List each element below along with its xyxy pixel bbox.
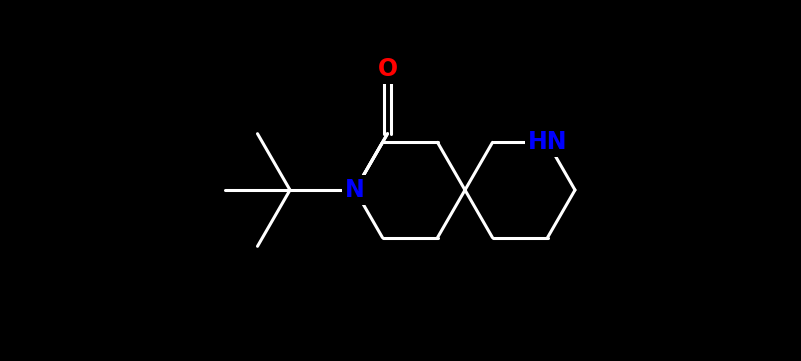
Text: O: O (377, 57, 397, 81)
Text: O: O (345, 178, 365, 202)
Text: HN: HN (528, 130, 567, 155)
Text: N: N (345, 178, 365, 202)
